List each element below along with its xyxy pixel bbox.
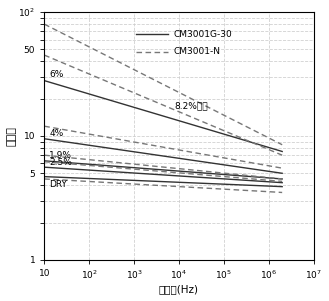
Text: CM3001-N: CM3001-N	[173, 47, 220, 56]
Text: DRY: DRY	[49, 180, 67, 189]
Text: 1.9%: 1.9%	[49, 151, 72, 160]
Text: 6%: 6%	[49, 70, 64, 79]
Text: CM3001G-30: CM3001G-30	[173, 30, 232, 39]
Y-axis label: 誘電率: 誘電率	[7, 126, 17, 146]
Text: 4%: 4%	[49, 129, 64, 138]
X-axis label: 周波数(Hz): 周波数(Hz)	[159, 284, 199, 294]
Text: 8.2%吸水: 8.2%吸水	[175, 102, 208, 111]
Text: 2.5%: 2.5%	[49, 158, 72, 167]
